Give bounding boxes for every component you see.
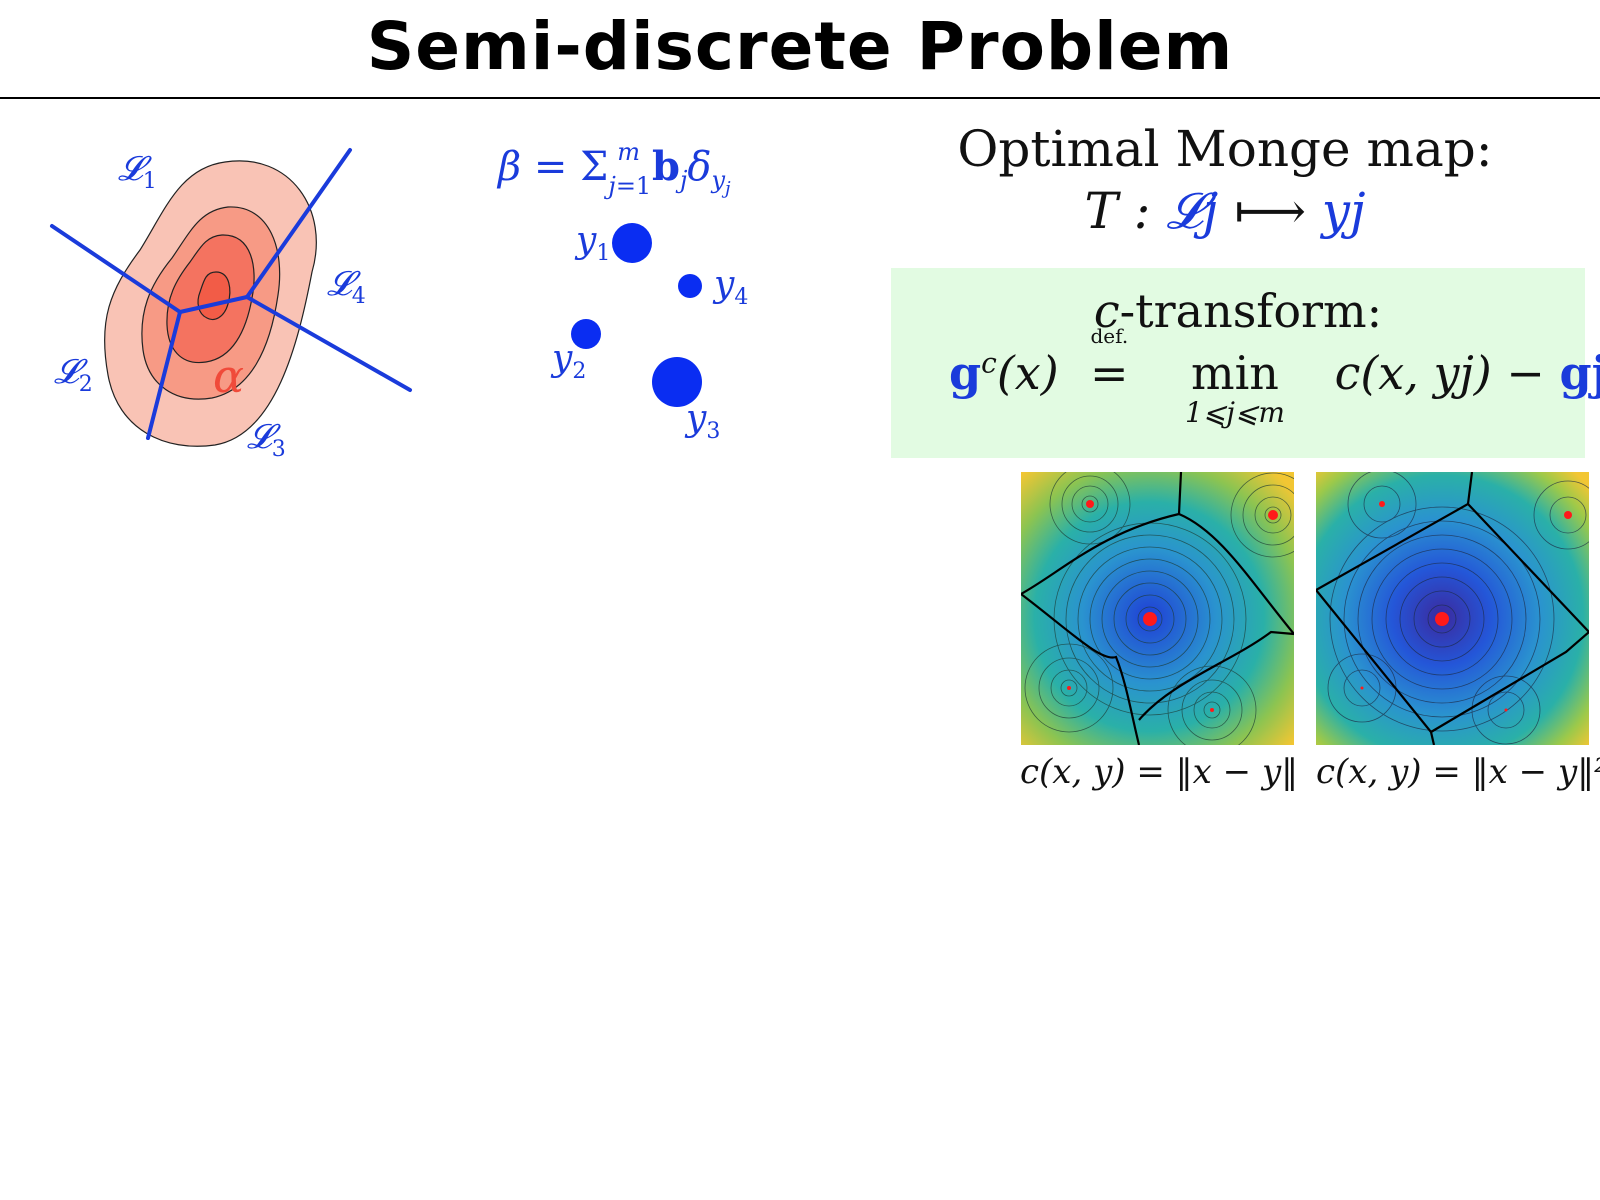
monge-cell: 𝓛j: [1166, 182, 1219, 240]
g-j-symbol: gj: [1559, 346, 1600, 400]
panel-euclidean-caption: c(x, y) = ‖x − y‖: [1020, 752, 1299, 792]
cell-label-L3: 𝓛3: [247, 417, 286, 462]
point-y2: [571, 319, 601, 349]
panel-squared-caption: c(x, y) = ‖x − y‖²: [1316, 752, 1600, 792]
monge-heading: Optimal Monge map:: [957, 120, 1493, 178]
cell-label-L4: 𝓛4: [327, 264, 366, 309]
alpha-label: α: [213, 349, 244, 403]
title-divider: [0, 97, 1600, 99]
min-operator: min 1⩽j⩽m: [1184, 346, 1285, 429]
cell-label-L1: 𝓛1: [118, 149, 157, 194]
point-y4: [678, 274, 702, 298]
point-y1: [612, 223, 652, 263]
g-symbol: g: [949, 346, 982, 400]
monge-map-block: Optimal Monge map: T : 𝓛j ⟼ yj: [935, 118, 1515, 242]
monge-arrow: ⟼: [1234, 182, 1306, 240]
c-transform-equation: gc(x) def. = min 1⩽j⩽m c(x, yj) − gj: [949, 324, 1600, 429]
c-transform-box: c-transform: gc(x) def. = min 1⩽j⩽m c(x,…: [891, 268, 1600, 458]
monge-T: T :: [1084, 182, 1151, 240]
panel-euclidean-cost: [1021, 472, 1294, 745]
monge-map-formula: T : 𝓛j ⟼ yj: [935, 180, 1515, 242]
panel-squared-cost: [1316, 472, 1589, 745]
c-transform-title: c-transform:: [1093, 284, 1383, 338]
point-y3: [652, 357, 702, 407]
semi-discrete-diagram: α 𝓛1 𝓛2 𝓛3 𝓛4 β = Σj=1m bjδyj y1 y4 y2 y3: [50, 138, 748, 462]
monge-target: yj: [1321, 182, 1366, 240]
beta-formula: β = Σj=1m bjδyj: [496, 138, 731, 200]
point-label-y3: y3: [684, 398, 720, 444]
def-equals: def. =: [1090, 324, 1129, 400]
slide-title: Semi-discrete Problem: [366, 8, 1234, 85]
laguerre-boundaries: [50, 148, 412, 440]
point-label-y1: y1: [574, 220, 610, 266]
cell-label-L2: 𝓛2: [54, 352, 93, 397]
point-label-y4: y4: [712, 264, 748, 310]
